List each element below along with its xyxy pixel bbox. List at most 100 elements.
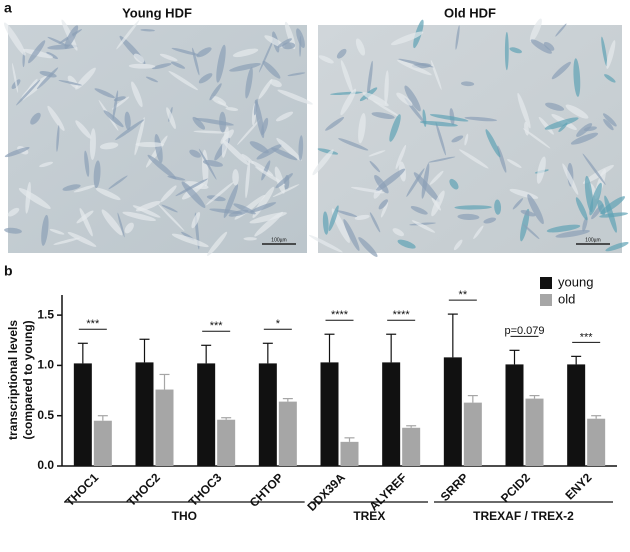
- cell: [47, 44, 78, 50]
- cell: [94, 88, 115, 99]
- bar: [93, 420, 112, 466]
- cell: [358, 113, 366, 144]
- cell: [159, 53, 178, 62]
- cell: [116, 20, 140, 50]
- cell: [75, 120, 92, 139]
- cell: [543, 41, 555, 51]
- panel-label: a: [4, 0, 12, 16]
- cell: [73, 184, 96, 193]
- cell: [18, 187, 51, 209]
- bar: [443, 357, 462, 466]
- cell: [605, 241, 629, 252]
- cell: [378, 199, 388, 210]
- legend-label: old: [558, 291, 575, 306]
- cell: [601, 36, 608, 67]
- significance-label: ****: [393, 309, 411, 321]
- cell: [398, 58, 434, 68]
- cell: [249, 141, 269, 154]
- cell: [275, 173, 293, 189]
- cell: [322, 211, 329, 235]
- legend-label: young: [558, 274, 593, 289]
- bar: [587, 418, 606, 466]
- cell: [485, 129, 501, 158]
- cell: [277, 38, 292, 48]
- cell: [243, 237, 257, 241]
- cell: [3, 22, 26, 56]
- significance-label: p=0.079: [504, 325, 544, 337]
- cell: [435, 121, 446, 156]
- cell: [573, 58, 581, 97]
- image-title: Young HDF: [122, 5, 192, 20]
- bar: [402, 427, 421, 466]
- cell: [46, 51, 58, 60]
- cell: [245, 159, 251, 199]
- cell: [132, 205, 161, 218]
- cell: [207, 231, 228, 256]
- x-tick-label: THOC1: [63, 470, 102, 509]
- cell: [160, 185, 177, 203]
- cell: [483, 217, 497, 224]
- cell: [56, 125, 60, 152]
- cell: [457, 213, 480, 220]
- legend-swatch: [540, 277, 552, 289]
- cell: [464, 133, 469, 146]
- cell: [362, 92, 389, 107]
- bar: [135, 362, 154, 466]
- cell: [270, 147, 298, 161]
- cell: [396, 92, 413, 106]
- cell: [421, 163, 430, 199]
- cell: [507, 159, 522, 168]
- cell: [530, 39, 552, 54]
- bar: [258, 363, 277, 466]
- image-title: Old HDF: [444, 5, 496, 20]
- cell: [168, 70, 198, 91]
- cell: [93, 160, 101, 189]
- cell: [250, 202, 277, 213]
- cell: [145, 76, 159, 83]
- cell: [374, 174, 389, 194]
- cell: [336, 48, 347, 59]
- cell: [524, 121, 529, 136]
- cell: [115, 119, 145, 141]
- cell: [551, 61, 571, 80]
- cell: [277, 89, 313, 105]
- cell: [428, 156, 456, 163]
- cell: [298, 135, 304, 161]
- bar: [382, 362, 401, 466]
- cell: [140, 29, 155, 32]
- bar: [197, 363, 216, 466]
- cell: [39, 70, 57, 78]
- cell: [256, 144, 283, 160]
- cell: [570, 132, 599, 145]
- legend-swatch: [540, 294, 552, 306]
- cell: [209, 83, 222, 101]
- cell: [413, 172, 440, 202]
- cell: [522, 128, 551, 149]
- cell: [237, 118, 261, 145]
- cell: [603, 118, 614, 131]
- cell: [79, 207, 93, 237]
- cell: [562, 163, 579, 195]
- cell: [606, 40, 616, 69]
- x-tick-label: CHTOP: [247, 470, 286, 509]
- cell: [597, 199, 606, 216]
- cell: [261, 160, 271, 181]
- cell: [453, 239, 463, 251]
- cell: [284, 21, 296, 50]
- scale-label: 100µm: [585, 237, 600, 243]
- cell: [406, 168, 425, 197]
- x-tick-label: DDX39A: [304, 470, 348, 514]
- cell: [520, 210, 536, 217]
- cell: [296, 28, 305, 48]
- cell: [154, 133, 163, 164]
- bar: [155, 389, 174, 466]
- cell: [152, 63, 172, 70]
- cell: [47, 105, 65, 131]
- cell: [308, 234, 343, 253]
- cell: [229, 63, 261, 72]
- cell: [512, 198, 524, 210]
- bar: [73, 363, 92, 466]
- cell: [41, 214, 49, 246]
- bar: [567, 364, 586, 466]
